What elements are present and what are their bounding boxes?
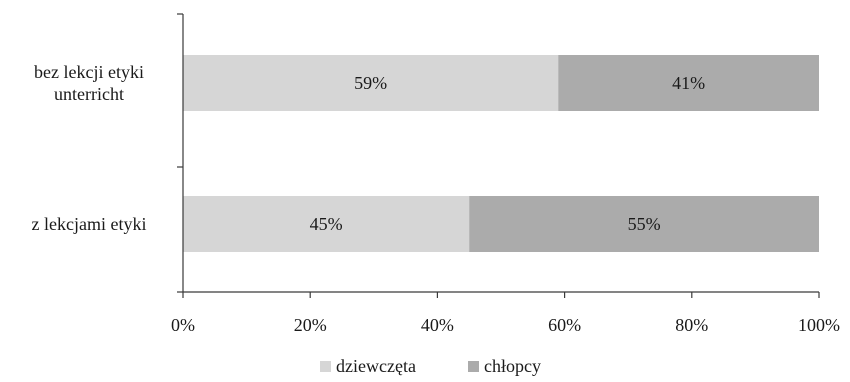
- legend-swatch-dziewczeta: [320, 361, 331, 372]
- x-tick-label-1: 20%: [294, 315, 327, 335]
- data-label-1-0: 41%: [672, 73, 705, 93]
- category-label-line: bez lekcji etyki: [34, 62, 144, 82]
- x-tick-label-0: 0%: [171, 315, 195, 335]
- data-label-0-0: 59%: [354, 73, 387, 93]
- data-label-1-1: 55%: [628, 214, 661, 234]
- bar-dziewczeta-1: [183, 196, 470, 252]
- x-tick-label-3: 60%: [548, 315, 581, 335]
- x-tick-label-2: 40%: [421, 315, 454, 335]
- x-tick-label-5: 100%: [798, 315, 840, 335]
- category-label-line: unterricht: [54, 84, 124, 104]
- axes-group: [177, 13, 820, 298]
- x-tick-label-4: 80%: [675, 315, 708, 335]
- data-labels-group: 59% 41% 45% 55%: [310, 73, 706, 234]
- data-label-0-1: 45%: [310, 214, 343, 234]
- legend-label-dziewczeta: dziewczęta: [336, 356, 416, 376]
- legend-swatch-chlopcy: [468, 361, 479, 372]
- category-label-0: bez lekcji etyki unterricht: [34, 62, 144, 104]
- bar-dziewczeta-0: [183, 55, 559, 111]
- category-label-line: z lekcjami etyki: [32, 214, 147, 234]
- legend: dziewczęta chłopcy: [320, 356, 541, 376]
- legend-label-chlopcy: chłopcy: [484, 356, 541, 376]
- x-tick-labels-group: 0% 20% 40% 60% 80% 100%: [171, 315, 840, 335]
- bar-chlopcy-1: [469, 196, 819, 252]
- category-labels-group: bez lekcji etyki unterricht z lekcjami ety…: [32, 62, 147, 234]
- category-label-1: z lekcjami etyki: [32, 214, 147, 234]
- bar-chlopcy-0: [558, 55, 819, 111]
- bars-group: [183, 55, 819, 252]
